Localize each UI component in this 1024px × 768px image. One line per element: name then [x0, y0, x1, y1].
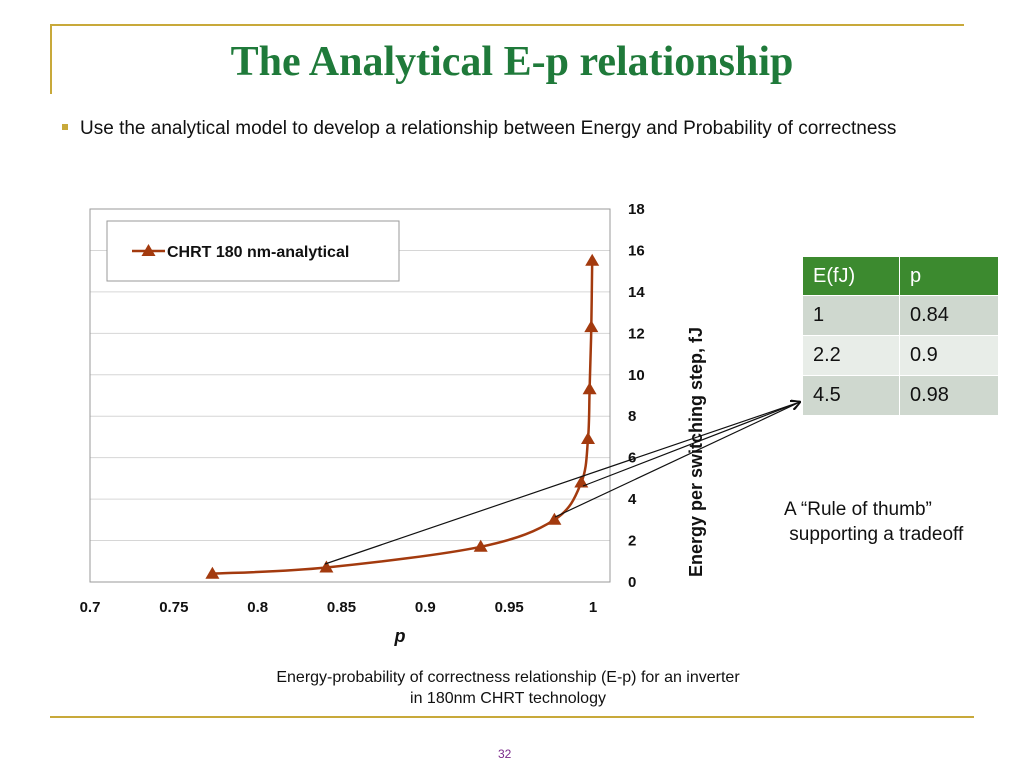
data-point-marker — [473, 539, 488, 552]
table-row: 2.2 0.9 — [802, 335, 999, 376]
data-point-marker — [581, 432, 595, 444]
bullet-text: Use the analytical model to develop a re… — [80, 118, 897, 139]
cell-energy: 4.5 — [802, 375, 900, 416]
x-axis-title: p — [394, 626, 406, 646]
table-row: 4.5 0.98 — [802, 375, 999, 416]
cell-energy: 2.2 — [802, 335, 900, 376]
data-point-marker — [582, 382, 597, 395]
y-tick-label: 12 — [628, 325, 645, 342]
data-point-marker — [584, 320, 599, 333]
y-tick-labels: 0 2 4 6 8 10 12 14 16 18 — [628, 201, 645, 591]
data-point-marker — [319, 560, 334, 573]
y-tick-label: 6 — [628, 450, 636, 467]
data-point-marker — [547, 512, 562, 525]
y-tick-label: 10 — [628, 367, 645, 384]
x-tick-label: 0.8 — [247, 599, 268, 616]
cell-p: 0.98 — [899, 375, 999, 416]
series-line — [212, 260, 594, 575]
data-point-marker — [585, 253, 600, 266]
rule-of-thumb-note: A “Rule of thumb” supporting a tradeoff — [784, 497, 963, 547]
note-line-2: supporting a tradeoff — [784, 524, 964, 545]
y-tick-label: 18 — [628, 201, 645, 218]
header-energy: E(fJ) — [802, 256, 900, 296]
bullet-square-icon — [62, 124, 68, 130]
x-tick-label: 0.95 — [495, 599, 524, 616]
figure-caption: Energy-probability of correctness relati… — [208, 667, 808, 709]
legend-label: CHRT 180 nm-analytical — [167, 244, 349, 261]
cell-p: 0.84 — [899, 295, 999, 336]
legend: CHRT 180 nm-analytical — [106, 220, 400, 282]
cell-energy: 1 — [802, 295, 900, 336]
x-tick-label: 0.9 — [415, 599, 436, 616]
arrow-to-row-3 — [582, 402, 800, 487]
x-tick-label: 0.7 — [80, 599, 101, 616]
y-tick-label: 0 — [628, 574, 636, 591]
grid-lines — [90, 249, 610, 542]
header-p: p — [899, 256, 999, 296]
top-border-line — [50, 24, 964, 26]
annotation-arrows — [324, 402, 800, 565]
x-tick-label: 0.75 — [159, 599, 188, 616]
x-tick-labels: 0.7 0.75 0.8 0.85 0.9 0.95 1 — [80, 599, 598, 616]
arrow-to-row-2 — [554, 402, 800, 518]
plot-area — [89, 208, 611, 583]
y-tick-label: 16 — [628, 242, 645, 259]
caption-line-2: in 180nm CHRT technology — [410, 690, 606, 707]
data-point-marker — [205, 566, 220, 579]
slide-title: The Analytical E-p relationship — [230, 39, 794, 85]
y-tick-label: 4 — [628, 491, 637, 508]
y-tick-label: 8 — [628, 408, 636, 425]
caption-line-1: Energy-probability of correctness relati… — [276, 669, 740, 686]
ep-table: E(fJ) p 1 0.84 2.2 0.9 4.5 0.98 — [802, 256, 999, 416]
y-tick-label: 2 — [628, 533, 636, 550]
table-row: 1 0.84 — [802, 295, 999, 336]
arrow-to-row-1 — [324, 402, 800, 565]
left-border-line — [50, 24, 52, 94]
y-axis-title: Energy per switching step, fJ — [686, 327, 706, 577]
table-header-row: E(fJ) p — [802, 256, 999, 296]
y-tick-label: 14 — [628, 284, 645, 301]
legend-triangle-icon — [141, 244, 156, 256]
x-tick-label: 1 — [589, 599, 597, 616]
x-tick-label: 0.85 — [327, 599, 356, 616]
bottom-border-line — [50, 716, 974, 718]
note-line-1: A “Rule of thumb” — [784, 499, 932, 520]
data-point-marker — [574, 475, 589, 488]
page-number: 32 — [498, 747, 512, 761]
series-layer — [205, 253, 600, 579]
cell-p: 0.9 — [899, 335, 999, 376]
